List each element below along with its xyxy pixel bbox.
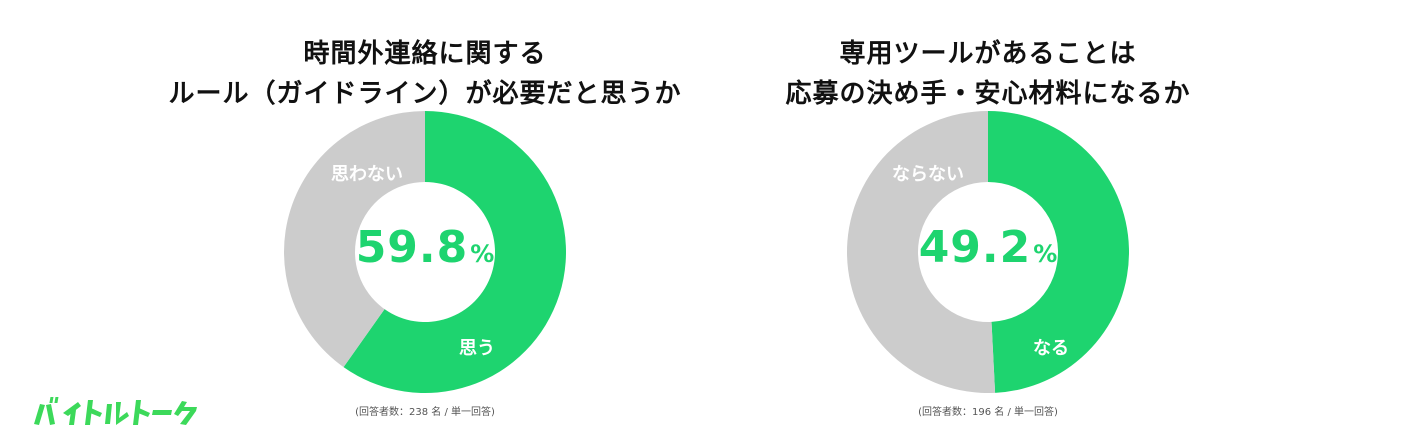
chart1-slice-secondary (284, 111, 425, 368)
chart2-center-value: 49.2% (888, 222, 1088, 273)
chart1-center-unit: % (470, 240, 495, 268)
chart2-title-line1: 専用ツールがあることは (839, 39, 1137, 69)
chart2-title: 専用ツールがあることは 応募の決め手・安心材料になるか (708, 34, 1268, 114)
chart2-respondents-note: (回答者数：196 名 / 単一回答) (918, 407, 1058, 418)
chart1-title: 時間外連絡に関する ルール（ガイドライン）が必要だと思うか (145, 34, 705, 114)
chart1-respondents-note: (回答者数：238 名 / 単一回答) (355, 407, 495, 418)
chart2-slice-secondary (846, 111, 996, 393)
chart2-primary-label: なる (1033, 338, 1069, 359)
baitoru-talk-logo (34, 397, 197, 425)
chart2-secondary-label: ならない (892, 164, 964, 185)
chart1-center-number: 59.8 (355, 222, 469, 273)
chart2-title-line2: 応募の決め手・安心材料になるか (785, 79, 1191, 109)
chart2-center-unit: % (1033, 240, 1058, 268)
chart2-slice-primary (988, 111, 1129, 393)
chart1-center-value: 59.8% (325, 222, 525, 273)
chart1-title-line1: 時間外連絡に関する (303, 39, 547, 69)
chart2-center-number: 49.2 (918, 222, 1032, 273)
chart1-secondary-label: 思わない (331, 164, 403, 185)
chart1-primary-label: 思う (459, 338, 495, 359)
chart1-title-line2: ルール（ガイドライン）が必要だと思うか (168, 79, 682, 109)
chart1-slice-primary (343, 111, 566, 393)
